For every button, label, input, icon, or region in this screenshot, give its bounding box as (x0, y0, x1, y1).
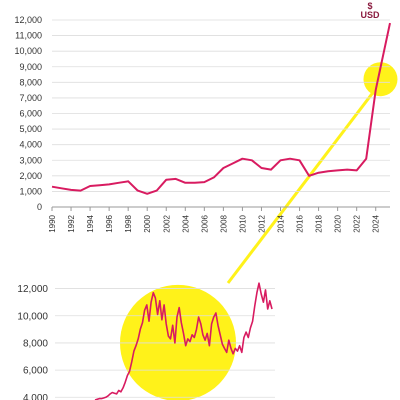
top-series-line (51, 22, 391, 195)
top-x-tick-label: 1990 (48, 214, 57, 232)
top-x-tick-label: 2006 (200, 214, 209, 232)
top-y-tick-label: 9,000 (19, 62, 42, 72)
top-x-tick-label: 1996 (105, 214, 114, 232)
top-y-tick-label: 6,000 (19, 109, 42, 119)
top-y-tick-label: 11,000 (15, 31, 42, 41)
bottom-highlight-circle (120, 284, 236, 400)
top-x-tick-label: 2018 (315, 214, 324, 232)
bottom-series-line (94, 282, 273, 400)
bottom-y-tick-label: 10,000 (17, 311, 48, 322)
top-x-tick-label: 1994 (86, 214, 95, 232)
bottom-y-tick-label: 12,000 (17, 284, 48, 295)
top-y-tick-label: 2,000 (19, 171, 42, 181)
top-x-tick-label: 2014 (277, 214, 286, 232)
top-y-tick-label: 8,000 (19, 77, 42, 87)
top-x-tick-label: 2016 (296, 214, 305, 232)
top-x-tick-label: 2008 (219, 214, 228, 232)
top-chart: 0 1,000 2,000 3,000 4,000 5,000 6,000 7,000 8,00… (14, 1, 391, 233)
top-y-tick-label: 12,000 (14, 15, 42, 25)
top-x-tick-label: 2004 (181, 214, 190, 232)
top-y-tick-label: 10,000 (14, 46, 42, 56)
unit-label-symbol: $ (367, 1, 372, 11)
top-x-tick-label: 2012 (257, 214, 266, 232)
top-y-tick-label: 7,000 (19, 93, 42, 103)
bottom-y-tick-label: 4,000 (23, 393, 48, 400)
bottom-y-tick-label: 6,000 (23, 366, 48, 377)
top-x-axis: 1990 1992 1994 1996 1998 2000 2002 2004 2006 2008… (48, 207, 381, 233)
top-x-tick-label: 2022 (353, 214, 362, 232)
top-y-tick-label: 1,000 (19, 186, 42, 196)
connector-line (226, 92, 374, 284)
unit-label: USD (360, 10, 380, 20)
top-x-tick-label: 2002 (162, 214, 171, 232)
top-y-tick-label: 4,000 (19, 140, 42, 150)
highlight-circles (120, 62, 398, 400)
bottom-y-tick-label: 8,000 (23, 338, 48, 349)
bottom-chart: 4,000 6,000 8,000 10,000 12,000 (17, 282, 275, 400)
bottom-y-axis: 4,000 6,000 8,000 10,000 12,000 (17, 284, 48, 400)
top-x-tick-label: 2000 (143, 214, 152, 232)
top-highlight-circle (363, 62, 398, 97)
top-gridlines (52, 19, 390, 208)
top-y-tick-label: 5,000 (19, 124, 42, 134)
top-x-tick-label: 2020 (334, 214, 343, 232)
top-x-tick-label: 2024 (372, 214, 381, 232)
top-y-tick-label: 3,000 (19, 155, 42, 165)
top-y-axis: 0 1,000 2,000 3,000 4,000 5,000 6,000 7,000 8,00… (14, 15, 42, 212)
top-x-tick-label: 1992 (67, 214, 76, 232)
top-x-tick-label: 1998 (124, 214, 133, 232)
top-y-tick-label: 0 (37, 202, 42, 212)
top-x-tick-label: 2010 (238, 214, 247, 232)
